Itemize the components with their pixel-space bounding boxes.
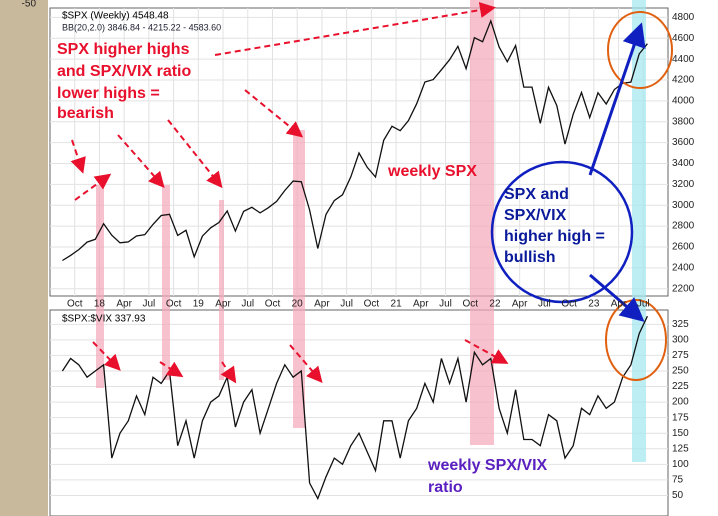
x-tick-label: Apr [413, 299, 429, 310]
x-tick-label: Apr [116, 299, 132, 310]
y-tick-label: 2800 [672, 221, 695, 232]
x-tick-label: Jul [439, 299, 452, 310]
arrow [70, 139, 86, 174]
x-tick-label: Jul [142, 299, 155, 310]
y-tick-label: 2600 [672, 242, 695, 253]
highlight [219, 200, 224, 380]
y-tick-label: 3600 [672, 137, 695, 148]
bullish-circle [490, 160, 634, 304]
arrow [588, 22, 646, 176]
highlight [293, 130, 305, 428]
x-tick-label: 20 [292, 299, 304, 310]
y-tick-label: 3400 [672, 158, 695, 169]
bearish-arrows [70, 2, 509, 384]
y-tick-label: 150 [672, 428, 689, 439]
y-tick-label: 2200 [672, 283, 695, 294]
x-tick-label: Oct [561, 299, 577, 310]
y-tick-label: 125 [672, 443, 689, 454]
arrow [167, 119, 223, 189]
ratio-panel [49, 309, 669, 516]
arrow [244, 89, 304, 138]
x-tick-label: 23 [588, 299, 600, 310]
annotation: higher high = [504, 228, 605, 245]
y-tick-label: 175 [672, 412, 689, 423]
y-tick-label: 250 [672, 366, 689, 377]
annotation: lower highs = [57, 85, 160, 102]
price-title: $SPX (Weekly) 4548.48 [62, 11, 169, 22]
x-tick-label: Apr [512, 299, 528, 310]
annotation: bearish [57, 105, 114, 122]
y-tick-label: 4800 [672, 12, 695, 23]
annotation: bullish [504, 249, 556, 266]
x-tick-label: Oct [462, 299, 478, 310]
y-tick-label: 4200 [672, 75, 695, 86]
x-tick-label: 19 [193, 299, 205, 310]
x-tick-label: Apr [611, 299, 627, 310]
y-tick-label: 100 [672, 459, 689, 470]
arrow [220, 361, 237, 384]
x-tick-label: Oct [364, 299, 380, 310]
y-tick-label: 3800 [672, 116, 695, 127]
x-tick-label: Jul [241, 299, 254, 310]
ratio-title: $SPX:$VIX 337.93 [62, 314, 146, 325]
x-tick-label: 22 [489, 299, 501, 310]
arrow [74, 173, 112, 201]
x-tick-label: Oct [166, 299, 182, 310]
y-tick-label: 325 [672, 319, 689, 330]
y-tick-label: 75 [672, 475, 684, 486]
arrow [464, 339, 509, 364]
y-tick-label: 225 [672, 381, 689, 392]
x-tick-label: 21 [391, 299, 403, 310]
y-tick-label: 3000 [672, 200, 695, 211]
y-tick-label: 2400 [672, 262, 695, 273]
annotation: ratio [428, 479, 463, 496]
corner-label: -50 [22, 0, 37, 10]
annotation: weekly SPX [387, 163, 477, 180]
bb-legend: BB(20,2.0) 3846.84 - 4215.22 - 4583.60 [62, 22, 221, 32]
arrow [589, 273, 645, 322]
annotation: weekly SPX/VIX [427, 457, 548, 474]
arrow [92, 341, 121, 371]
annotation: SPX and [504, 186, 569, 203]
x-tick-label: Oct [67, 299, 83, 310]
annotation: and SPX/VIX ratio [57, 63, 191, 80]
series-line [62, 18, 648, 262]
y-tick-label: 200 [672, 397, 689, 408]
annotation: SPX/VIX [504, 207, 567, 224]
highlight-circle [607, 11, 673, 89]
annotation: SPX higher highs [57, 41, 190, 58]
y-tick-label: 4600 [672, 33, 695, 44]
x-tick-label: Jul [340, 299, 353, 310]
arrow [214, 2, 496, 56]
y-tick-label: 50 [672, 490, 684, 501]
highlight [162, 185, 170, 380]
highlight [470, 0, 494, 445]
x-tick-label: Apr [215, 299, 231, 310]
series-line [61, 315, 648, 501]
arrow [289, 344, 323, 384]
y-tick-label: 4000 [672, 96, 695, 107]
y-tick-label: 300 [672, 335, 689, 346]
y-tick-label: 275 [672, 350, 689, 361]
arrow [117, 134, 165, 189]
x-tick-label: Apr [314, 299, 330, 310]
y-tick-label: 4400 [672, 54, 695, 65]
x-tick-label: Jul [538, 299, 551, 310]
side-strip [0, 0, 48, 516]
highlight [96, 185, 104, 388]
arrow [159, 361, 184, 378]
x-tick-label: Jul [637, 299, 650, 310]
x-tick-label: Oct [265, 299, 281, 310]
x-tick-label: 18 [94, 299, 106, 310]
y-tick-label: 3200 [672, 179, 695, 190]
